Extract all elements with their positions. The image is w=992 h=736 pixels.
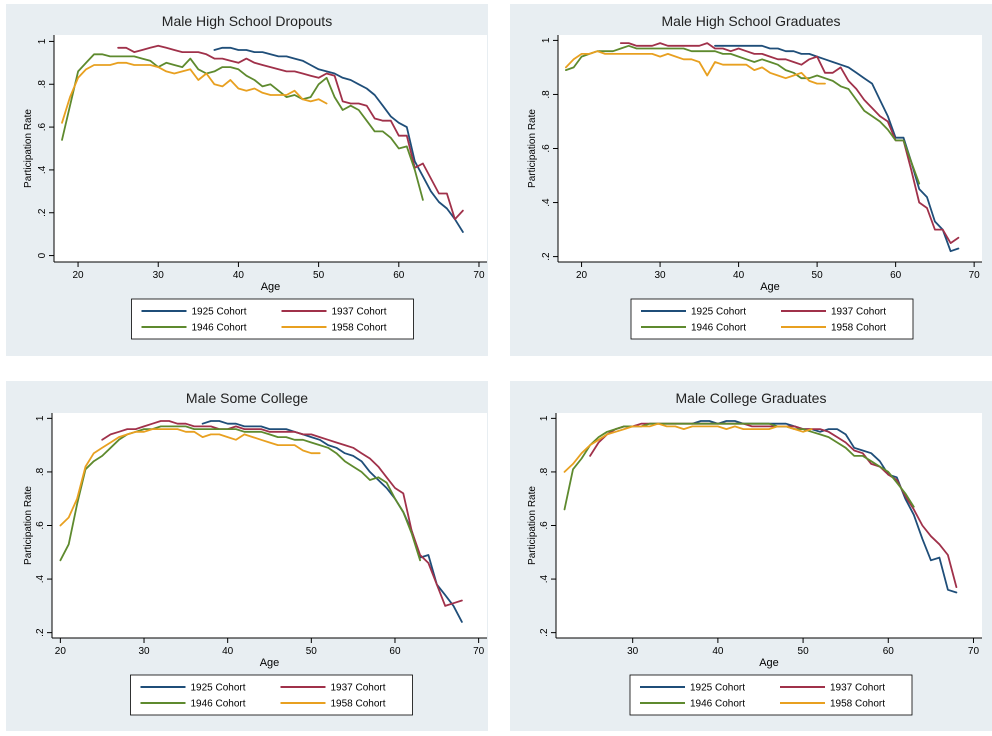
chart-panel-2: Male High School Graduates 20 30 40 50 60 70 .2… <box>510 4 992 356</box>
chart-panel-3: Male Some College 20 30 40 50 60 70 .2 .4 .6 .8 1 Ag… <box>6 381 488 731</box>
y-axis-label: Participation Rate <box>23 109 34 188</box>
series-line-1958-cohort <box>563 422 813 473</box>
y-axis-label: Participation Rate <box>23 486 34 565</box>
y-tick-label: 1 <box>37 38 48 44</box>
y-tick-label: .6 <box>539 521 550 530</box>
y-tick-label: .8 <box>37 80 48 89</box>
y-tick-label: 1 <box>539 415 550 421</box>
x-tick-label: 30 <box>153 270 165 281</box>
legend-label: 1937 Cohort <box>332 307 387 318</box>
x-tick-label: 40 <box>222 646 234 657</box>
series-line-1937-cohort <box>101 420 463 607</box>
legend-label: 1937 Cohort <box>331 683 386 694</box>
x-tick-label: 50 <box>313 270 325 281</box>
plot-area <box>556 413 982 638</box>
y-tick-label: .4 <box>541 198 552 207</box>
y-tick-label: 0 <box>37 252 48 258</box>
series-line-1946-cohort <box>563 422 915 511</box>
legend-label: 1946 Cohort <box>191 699 246 710</box>
series-line-1946-cohort <box>61 53 424 201</box>
y-tick-label: 1 <box>35 415 46 421</box>
x-tick-label: 30 <box>627 646 639 657</box>
x-tick-label: 40 <box>733 270 745 281</box>
y-tick-label: .6 <box>37 122 48 131</box>
x-tick-label: 30 <box>138 646 150 657</box>
x-tick-label: 40 <box>233 270 245 281</box>
legend-label: 1925 Cohort <box>191 683 246 694</box>
x-tick-label: 60 <box>883 646 895 657</box>
x-tick-label: 50 <box>812 270 824 281</box>
chart-title: Male College Graduates <box>676 390 827 406</box>
series-line-1925-cohort <box>714 44 960 253</box>
chart-title: Male High School Dropouts <box>162 13 332 29</box>
x-tick-label: 20 <box>55 646 67 657</box>
plot-area <box>558 35 982 262</box>
y-tick-label: .2 <box>541 252 552 261</box>
series-line-1958-cohort <box>61 61 328 124</box>
legend-label: 1925 Cohort <box>691 307 746 318</box>
x-tick-label: 70 <box>968 646 980 657</box>
series-line-1946-cohort <box>59 425 422 562</box>
y-axis-label: Participation Rate <box>527 109 538 188</box>
x-axis-label: Age <box>759 657 779 669</box>
y-tick-label: .6 <box>541 144 552 153</box>
y-tick-label: .4 <box>539 574 550 583</box>
y-tick-label: .6 <box>35 521 46 530</box>
x-tick-label: 20 <box>576 270 588 281</box>
x-tick-label: 70 <box>473 646 485 657</box>
x-tick-label: 50 <box>798 646 810 657</box>
y-tick-label: .8 <box>539 467 550 476</box>
series-line-1946-cohort <box>565 44 921 185</box>
x-tick-label: 70 <box>969 270 981 281</box>
x-tick-label: 70 <box>473 270 485 281</box>
x-tick-label: 50 <box>306 646 318 657</box>
legend-label: 1958 Cohort <box>331 699 386 710</box>
y-tick-label: 1 <box>541 37 552 43</box>
legend-label: 1958 Cohort <box>830 699 885 710</box>
legend-box <box>130 674 413 716</box>
x-tick-label: 20 <box>72 270 84 281</box>
legend-label: 1925 Cohort <box>690 683 745 694</box>
x-axis-label: Age <box>260 657 280 669</box>
y-axis-label: Participation Rate <box>527 486 538 565</box>
x-tick-label: 60 <box>389 646 401 657</box>
plot-area <box>52 413 487 638</box>
y-tick-label: .4 <box>35 574 46 583</box>
x-axis-label: Age <box>261 281 281 293</box>
series-line-1937-cohort <box>117 44 464 221</box>
chart-panel-1: Male High School Dropouts 20 30 40 50 60 70 0 .2… <box>6 4 488 356</box>
legend-label: 1958 Cohort <box>831 323 886 334</box>
chart-title: Male High School Graduates <box>662 13 841 29</box>
y-tick-label: .8 <box>541 90 552 99</box>
chart-title: Male Some College <box>186 390 308 406</box>
legend-label: 1925 Cohort <box>192 307 247 318</box>
x-tick-label: 30 <box>655 270 667 281</box>
legend-label: 1958 Cohort <box>332 323 387 334</box>
legend-label: 1946 Cohort <box>192 323 247 334</box>
legend-box <box>630 298 914 340</box>
plot-area <box>54 35 487 262</box>
legend-label: 1937 Cohort <box>830 683 885 694</box>
y-tick-label: .4 <box>37 165 48 174</box>
legend-box <box>131 298 414 340</box>
chart-panel-4: Male College Graduates 30 40 50 60 70 .2 .4 .6 .8… <box>510 381 992 731</box>
x-tick-label: 60 <box>393 270 405 281</box>
series-line-1958-cohort <box>59 428 321 527</box>
legend-label: 1946 Cohort <box>691 323 746 334</box>
y-tick-label: .2 <box>37 208 48 217</box>
legend-label: 1937 Cohort <box>831 307 886 318</box>
x-tick-label: 40 <box>712 646 724 657</box>
y-tick-label: .8 <box>35 467 46 476</box>
y-tick-label: .2 <box>35 628 46 637</box>
x-tick-label: 60 <box>890 270 902 281</box>
legend-label: 1946 Cohort <box>690 699 745 710</box>
series-line-1958-cohort <box>565 50 826 85</box>
y-tick-label: .2 <box>539 628 550 637</box>
series-line-1925-cohort <box>213 46 464 233</box>
legend-box <box>629 674 913 716</box>
x-axis-label: Age <box>760 281 780 293</box>
